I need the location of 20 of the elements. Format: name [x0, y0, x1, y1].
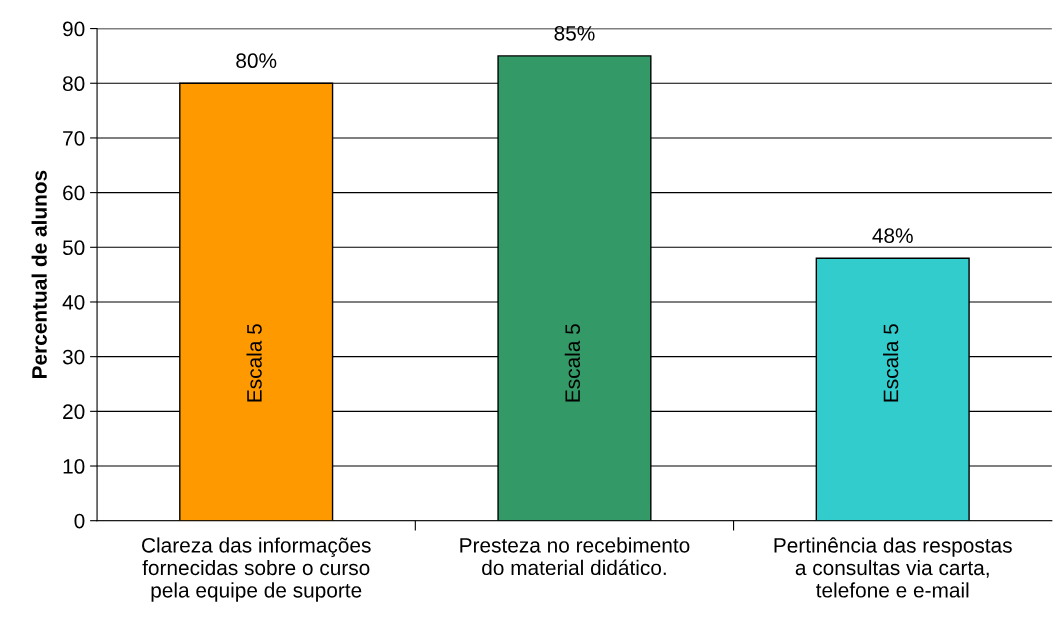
x-tick-label: Clareza das informações fornecidas sobre o curso pela equipe de suporte [142, 537, 371, 602]
y-tick-label: 80 [62, 76, 85, 92]
x-tick-label: Presteza no recebimento do material didático. [460, 537, 690, 576]
y-tick-label: 60 [63, 185, 85, 201]
annotation: Escala 5 [564, 324, 581, 402]
data-label: 48% [872, 228, 913, 243]
y-tick-label: 50 [62, 240, 85, 256]
annotation: Escala 5 [883, 324, 899, 402]
y-tick-label: 70 [63, 130, 85, 146]
y-tick-label: 90 [63, 21, 85, 37]
y-tick-label: 40 [62, 294, 85, 310]
data-label: 80% [236, 53, 277, 69]
data-label: 85% [554, 25, 595, 41]
y-tick-label: 0 [74, 513, 85, 529]
y-tick-label: 20 [63, 404, 85, 420]
y-tick-label: 10 [63, 459, 85, 474]
y-axis-title: Percentual de alunos [31, 170, 47, 379]
annotation: Escala 5 [246, 324, 262, 402]
y-tick-label: 30 [62, 349, 85, 365]
x-tick-label: Pertinência das respostas a consultas via carta, telefone e e-mail [774, 537, 1012, 598]
